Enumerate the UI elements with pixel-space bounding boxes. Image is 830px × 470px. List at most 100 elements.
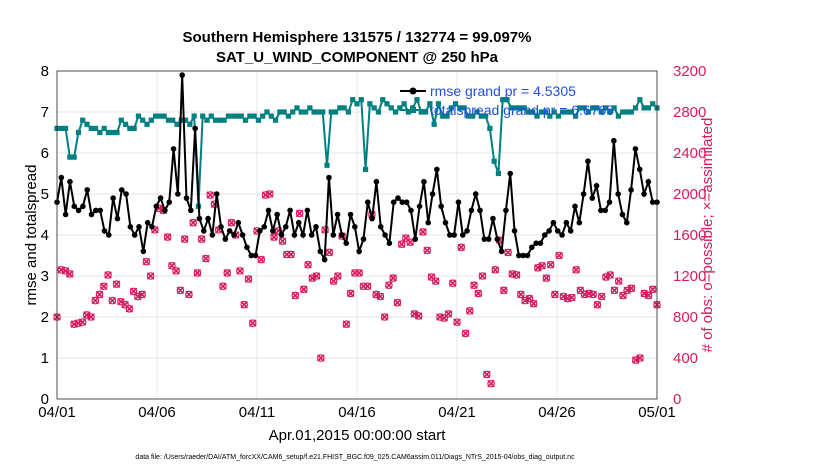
totalspread-point: [350, 97, 356, 103]
rmse-point: [373, 178, 380, 185]
obs-cross-stroke: [325, 248, 334, 257]
obs-possible-point: [108, 296, 117, 305]
obs-cross-stroke: [542, 274, 551, 282]
obs-cross-stroke: [219, 282, 227, 291]
rmse-series: [54, 72, 660, 264]
rmse-point: [524, 252, 531, 259]
totalspread-point: [345, 109, 352, 115]
totalspread-point: [161, 113, 167, 119]
obs-possible-point: [257, 255, 266, 264]
y-right-tick-label: 0: [673, 391, 681, 408]
totalspread-point: [530, 109, 536, 115]
obs-assimilated-point: [614, 277, 623, 285]
obs-possible-point: [491, 266, 500, 274]
totalspread-point: [525, 109, 532, 115]
obs-assimilated-point: [117, 297, 125, 306]
totalspread-point: [380, 97, 386, 103]
obs-possible-point: [236, 267, 244, 275]
rmse-point: [447, 232, 453, 238]
rmse-point: [507, 170, 514, 177]
totalspread-point: [585, 109, 592, 115]
totalspread-point: [247, 113, 253, 119]
totalspread-point: [465, 113, 472, 119]
y-right-tick-label: 2400: [673, 145, 706, 162]
obs-assimilated-point: [78, 318, 87, 326]
obs-assimilated-point: [546, 260, 555, 269]
totalspread-point: [251, 113, 257, 119]
obs-assimilated-point: [555, 251, 563, 260]
totalspread-point: [277, 109, 283, 115]
obs-assimilated-point: [559, 292, 568, 301]
obs-possible-point: [334, 272, 342, 280]
rmse-point: [93, 207, 99, 214]
totalspread-point: [388, 105, 394, 111]
obs-cross-stroke: [151, 226, 159, 234]
obs-possible-point: [151, 226, 159, 234]
obs-cross-stroke: [576, 286, 585, 295]
rmse-point: [360, 236, 367, 242]
obs-assimilated-point: [466, 307, 474, 315]
obs-assimilated-point: [334, 272, 342, 280]
totalspread-point: [495, 170, 502, 177]
rmse-point: [274, 211, 280, 218]
obs-cross-stroke: [610, 286, 619, 295]
totalspread-point: [422, 109, 429, 115]
totalspread-point: [315, 109, 322, 115]
obs-possible-point: [402, 234, 410, 242]
obs-cross-stroke: [431, 277, 440, 285]
obs-cross-stroke: [636, 354, 644, 362]
rmse-point: [339, 232, 345, 238]
rmse-point: [429, 191, 436, 197]
rmse-point: [520, 252, 526, 259]
rmse-point: [304, 207, 311, 214]
totalspread-point: [358, 97, 364, 103]
totalspread-point: [568, 109, 574, 115]
obs-assimilated-point: [589, 290, 597, 299]
rmse-point: [261, 224, 267, 230]
obs-possible-point: [431, 277, 440, 285]
obs-assimilated-point: [517, 290, 525, 299]
obs-cross-stroke: [444, 310, 453, 318]
totalspread-point: [500, 97, 506, 103]
obs-cross-stroke: [189, 218, 197, 227]
obs-cross-stroke: [466, 307, 474, 315]
obs-cross-stroke: [291, 291, 300, 300]
rmse-point: [71, 203, 78, 210]
totalspread-point: [628, 109, 634, 115]
rmse-point: [226, 228, 233, 234]
rmse-point: [632, 146, 639, 152]
obs-assimilated-point: [431, 277, 440, 285]
obs-possible-point: [104, 271, 112, 279]
x-tick-label: 04/21: [438, 404, 476, 421]
totalspread-point: [624, 109, 630, 115]
totalspread-point: [191, 113, 197, 119]
rmse-point: [416, 203, 423, 210]
obs-possible-point: [385, 281, 393, 290]
obs-cross-stroke: [172, 267, 180, 275]
rmse-point: [559, 232, 565, 238]
obs-possible-point: [112, 280, 121, 289]
rmse-point: [408, 207, 414, 214]
obs-possible-point: [482, 370, 491, 379]
totalspread-point: [341, 105, 347, 111]
x-tick-label: 04/01: [38, 404, 76, 421]
rmse-point: [308, 232, 315, 238]
obs-assimilated-point: [193, 269, 202, 277]
totalspread-point: [367, 101, 373, 107]
rmse-point: [628, 187, 634, 193]
rmse-point: [123, 191, 129, 197]
obs-cross-stroke: [108, 296, 117, 305]
rmse-point: [580, 191, 587, 197]
totalspread-point: [332, 109, 339, 115]
y-right-tick-label: 1200: [673, 268, 706, 285]
obs-cross-stroke: [568, 293, 576, 302]
obs-cross-stroke: [453, 318, 461, 326]
totalspread-point: [337, 105, 343, 111]
y-left-tick-label: 4: [41, 227, 49, 244]
obs-cross-stroke: [419, 228, 427, 236]
obs-assimilated-point: [606, 271, 614, 279]
obs-assimilated-point: [83, 311, 91, 319]
obs-assimilated-point: [244, 275, 253, 283]
y-left-axis-ticks: 0 1 2 3 4 5 6 7 8: [41, 63, 49, 408]
obs-cross-stroke: [240, 300, 248, 309]
